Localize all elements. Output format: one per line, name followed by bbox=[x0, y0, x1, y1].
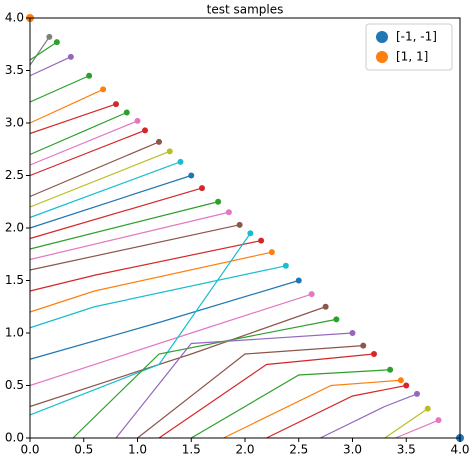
trajectory-end bbox=[247, 230, 254, 237]
x-tick-label: 3.5 bbox=[397, 443, 416, 457]
trajectory-line bbox=[223, 379, 401, 439]
trajectory-line bbox=[29, 306, 326, 408]
trajectory-end bbox=[403, 382, 410, 389]
trajectory-end bbox=[268, 249, 275, 256]
trajectory-line bbox=[29, 103, 117, 135]
trajectory-end bbox=[225, 209, 232, 216]
legend-marker bbox=[376, 31, 388, 43]
trajectory-end bbox=[53, 39, 60, 46]
x-tick-label: 0.0 bbox=[20, 443, 39, 457]
trajectory-line bbox=[29, 240, 262, 292]
trajectory-line bbox=[29, 161, 181, 219]
trajectory-end bbox=[177, 158, 184, 165]
trajectory-end bbox=[166, 148, 173, 155]
trajectory-line bbox=[29, 75, 90, 103]
trajectory-line bbox=[29, 56, 72, 77]
trajectory-line bbox=[29, 129, 146, 177]
trajectory-end bbox=[258, 237, 265, 244]
legend-marker bbox=[376, 51, 388, 63]
trajectory-end bbox=[333, 316, 340, 323]
trajectory-line bbox=[29, 224, 240, 271]
trajectory-end bbox=[360, 342, 367, 349]
trajectory-end bbox=[156, 138, 162, 145]
trajectory-end bbox=[282, 262, 289, 269]
trajectory-end bbox=[435, 417, 442, 424]
y-tick-label: 3.0 bbox=[5, 116, 24, 130]
trajectory-line bbox=[190, 369, 391, 439]
trajectory-end bbox=[215, 198, 222, 205]
y-tick-label: 0.0 bbox=[5, 431, 24, 445]
trajectory-end bbox=[100, 86, 107, 93]
trajectory-end bbox=[86, 72, 93, 79]
legend-label: [-1, -1] bbox=[396, 30, 437, 44]
trajectory-end bbox=[236, 221, 243, 228]
trajectory-line bbox=[29, 232, 251, 416]
x-tick-label: 4.0 bbox=[450, 443, 469, 457]
y-tick-label: 0.5 bbox=[5, 378, 24, 392]
trajectory-line bbox=[29, 279, 299, 360]
trajectory-end bbox=[188, 172, 195, 179]
trajectory-end bbox=[123, 109, 130, 116]
trajectory-line bbox=[29, 111, 127, 156]
trajectory-line bbox=[29, 141, 160, 198]
trajectory-line bbox=[29, 187, 203, 240]
trajectory-line bbox=[29, 293, 312, 387]
trajectory-end bbox=[199, 185, 205, 192]
trajectory-line bbox=[266, 384, 407, 439]
y-tick-label: 3.5 bbox=[5, 63, 24, 77]
x-tick-label: 2.0 bbox=[235, 443, 254, 457]
trajectory-line bbox=[29, 41, 58, 61]
trajectory-end bbox=[46, 33, 53, 40]
trajectory-end bbox=[134, 117, 141, 124]
x-tick-label: 1.0 bbox=[128, 443, 147, 457]
x-tick-label: 3.0 bbox=[343, 443, 362, 457]
trajectory-end bbox=[387, 366, 394, 373]
trajectory-line bbox=[29, 36, 50, 66]
trajectory-line bbox=[115, 332, 353, 439]
x-tick-label: 2.5 bbox=[289, 443, 308, 457]
y-tick-label: 2.5 bbox=[5, 168, 24, 182]
trajectory-end bbox=[142, 127, 149, 134]
chart-title: test samples bbox=[207, 3, 284, 17]
trajectory-line bbox=[29, 150, 170, 208]
trajectory-end bbox=[322, 303, 329, 310]
trajectory-line bbox=[319, 393, 418, 439]
trajectory-line bbox=[29, 174, 192, 229]
trajectory-end bbox=[308, 291, 315, 298]
trajectory-end bbox=[397, 377, 404, 384]
trajectory-line bbox=[158, 353, 375, 439]
y-tick-label: 2.0 bbox=[5, 221, 24, 235]
y-tick-label: 4.0 bbox=[5, 11, 24, 25]
trajectory-end bbox=[371, 351, 377, 357]
trajectory-end bbox=[295, 277, 302, 284]
trajectory-line bbox=[29, 201, 219, 250]
plot-frame bbox=[29, 17, 461, 439]
trajectory-line bbox=[29, 265, 286, 329]
trajectory-line bbox=[72, 318, 337, 439]
trajectory-end bbox=[414, 390, 420, 397]
legend-label: [1, 1] bbox=[396, 50, 428, 64]
trajectory-line bbox=[29, 251, 273, 313]
trajectory-end bbox=[67, 53, 74, 60]
trajectory-line bbox=[29, 88, 104, 124]
x-tick-label: 1.5 bbox=[182, 443, 201, 457]
trajectory-line bbox=[29, 120, 138, 166]
trajectory-line bbox=[137, 345, 364, 439]
trajectory-end bbox=[349, 330, 356, 336]
trajectory-end bbox=[424, 405, 431, 412]
trajectory-line bbox=[29, 211, 230, 261]
y-tick-label: 1.0 bbox=[5, 326, 24, 340]
x-tick-label: 0.5 bbox=[74, 443, 93, 457]
trajectory-line bbox=[395, 419, 439, 439]
trajectory-line bbox=[384, 408, 429, 439]
y-tick-label: 1.5 bbox=[5, 273, 24, 287]
trajectory-end bbox=[113, 101, 119, 108]
